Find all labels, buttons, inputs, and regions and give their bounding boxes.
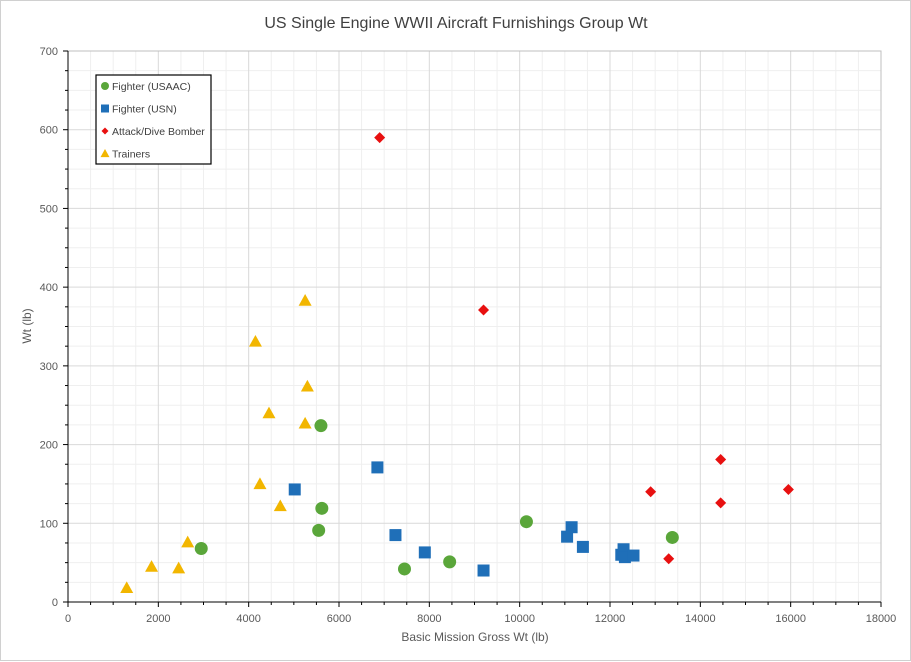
- data-point-fighter-usaac: [397, 562, 411, 576]
- y-tick-label: 100: [40, 518, 58, 530]
- data-point-fighter-usn: [565, 521, 578, 534]
- data-point-fighter-usaac: [519, 515, 533, 529]
- data-point-trainers: [253, 477, 267, 490]
- legend-marker-circle: [101, 82, 109, 90]
- data-point-trainers: [262, 406, 276, 419]
- data-point-fighter-usn: [477, 564, 490, 577]
- y-tick-label: 600: [40, 125, 58, 137]
- legend-label: Attack/Dive Bomber: [112, 126, 205, 138]
- x-tick-label: 2000: [146, 613, 170, 625]
- data-point-trainers: [298, 294, 312, 306]
- data-point-fighter-usn: [627, 549, 640, 562]
- data-point-attack-dive-bomber: [663, 553, 675, 565]
- y-tick-label: 700: [40, 46, 58, 58]
- x-tick-label: 4000: [236, 613, 260, 625]
- series-trainers: [120, 294, 314, 594]
- x-tick-label: 8000: [417, 613, 441, 625]
- data-point-attack-dive-bomber: [374, 132, 386, 144]
- x-tick-label: 18000: [866, 613, 897, 625]
- legend-label: Trainers: [112, 149, 150, 161]
- data-point-attack-dive-bomber: [715, 454, 727, 466]
- series-fighter-usaac: [194, 419, 679, 576]
- legend-marker-square: [101, 104, 109, 113]
- legend-marker-diamond: [101, 127, 109, 135]
- data-point-trainers: [145, 560, 159, 572]
- data-point-fighter-usaac: [312, 523, 326, 537]
- legend-marker-triangle: [100, 149, 110, 158]
- axis-layer: [63, 50, 882, 607]
- data-points-layer: [120, 132, 794, 594]
- data-point-trainers: [248, 334, 262, 347]
- data-point-fighter-usn: [576, 540, 589, 553]
- data-point-trainers: [120, 581, 134, 594]
- data-point-trainers: [181, 535, 195, 548]
- x-tick-label: 16000: [775, 613, 806, 625]
- data-point-fighter-usaac: [194, 541, 208, 555]
- chart-title: US Single Engine WWII Aircraft Furnishin…: [264, 15, 648, 32]
- x-tick-label: 14000: [685, 613, 716, 625]
- data-point-fighter-usn: [288, 483, 301, 496]
- data-point-trainers: [300, 379, 314, 392]
- legend-box: [95, 74, 212, 165]
- data-point-fighter-usaac: [665, 530, 679, 544]
- data-point-trainers: [172, 561, 186, 574]
- tick-label-layer: 0 2000 4000 6000 8000 10000 12000 14000 16000 180…: [40, 46, 897, 625]
- data-point-attack-dive-bomber: [645, 486, 657, 498]
- data-point-attack-dive-bomber: [715, 497, 727, 509]
- x-tick-label: 6000: [327, 613, 351, 625]
- data-point-attack-dive-bomber: [782, 483, 794, 495]
- data-point-fighter-usn: [418, 546, 431, 559]
- legend-label: Fighter (USN): [112, 104, 177, 116]
- y-tick-label: 0: [52, 597, 58, 609]
- grid-layer: [67, 50, 882, 603]
- data-point-fighter-usn: [389, 529, 402, 542]
- data-point-fighter-usaac: [443, 555, 457, 569]
- data-point-fighter-usaac: [315, 501, 329, 515]
- data-point-trainers: [273, 499, 287, 512]
- data-point-fighter-usn: [561, 530, 574, 543]
- x-tick-label: 10000: [504, 613, 535, 625]
- data-point-attack-dive-bomber: [478, 304, 490, 316]
- x-tick-label: 12000: [595, 613, 626, 625]
- data-point-trainers: [298, 416, 312, 429]
- x-axis-title: Basic Mission Gross Wt (lb): [401, 630, 548, 644]
- y-tick-label: 200: [40, 440, 58, 452]
- y-tick-label: 300: [40, 361, 58, 373]
- x-tick-label: 0: [65, 613, 71, 625]
- legend-items: Fighter (USAAC) Fighter (USN) Attack/Dive …: [100, 81, 205, 161]
- series-fighter-usn: [288, 461, 640, 577]
- y-tick-label: 400: [40, 282, 58, 294]
- legend: Fighter (USAAC) Fighter (USN) Attack/Dive …: [95, 74, 212, 165]
- legend-label: Fighter (USAAC): [112, 81, 191, 93]
- data-point-fighter-usn: [371, 461, 384, 474]
- y-tick-label: 500: [40, 203, 58, 215]
- series-attack-dive-bomber: [374, 132, 794, 565]
- data-point-fighter-usaac: [314, 419, 328, 433]
- y-axis-title: Wt (lb): [20, 308, 34, 343]
